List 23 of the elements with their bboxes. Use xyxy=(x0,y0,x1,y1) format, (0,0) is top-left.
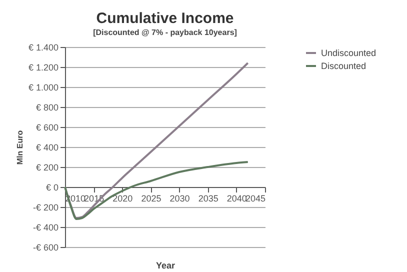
x-tick-label: 2045 xyxy=(245,194,266,204)
y-tick-label: -€ 600 xyxy=(32,242,58,252)
y-tick-label: -€ 400 xyxy=(32,222,58,232)
legend-label: Undiscounted xyxy=(321,48,376,58)
x-tick-label: 2035 xyxy=(198,194,218,204)
chart-subtitle: [Discounted @ 7% - payback 10years] xyxy=(93,28,238,37)
legend-label: Discounted xyxy=(321,61,366,71)
x-tick-label: 2040 xyxy=(226,194,247,204)
y-axis-title: Mln Euro xyxy=(15,130,24,165)
x-tick-label: 2025 xyxy=(141,194,162,204)
y-tick-label: € 400 xyxy=(36,142,58,152)
y-tick-label: € 600 xyxy=(36,122,58,132)
y-tick-label: -€ 200 xyxy=(32,202,58,212)
y-tick-label: € 1.400 xyxy=(28,42,58,52)
x-tick-label: 2030 xyxy=(170,194,190,204)
x-axis-title: Year xyxy=(156,260,176,270)
chart-title: Cumulative Income xyxy=(96,10,234,27)
x-tick-label: 2020 xyxy=(112,194,133,204)
y-tick-label: € 1.200 xyxy=(28,62,58,72)
y-tick-label: € 200 xyxy=(36,162,58,172)
y-tick-label: € 800 xyxy=(36,102,58,112)
y-tick-label: € 0 xyxy=(46,182,58,192)
y-tick-label: € 1.000 xyxy=(28,82,58,92)
